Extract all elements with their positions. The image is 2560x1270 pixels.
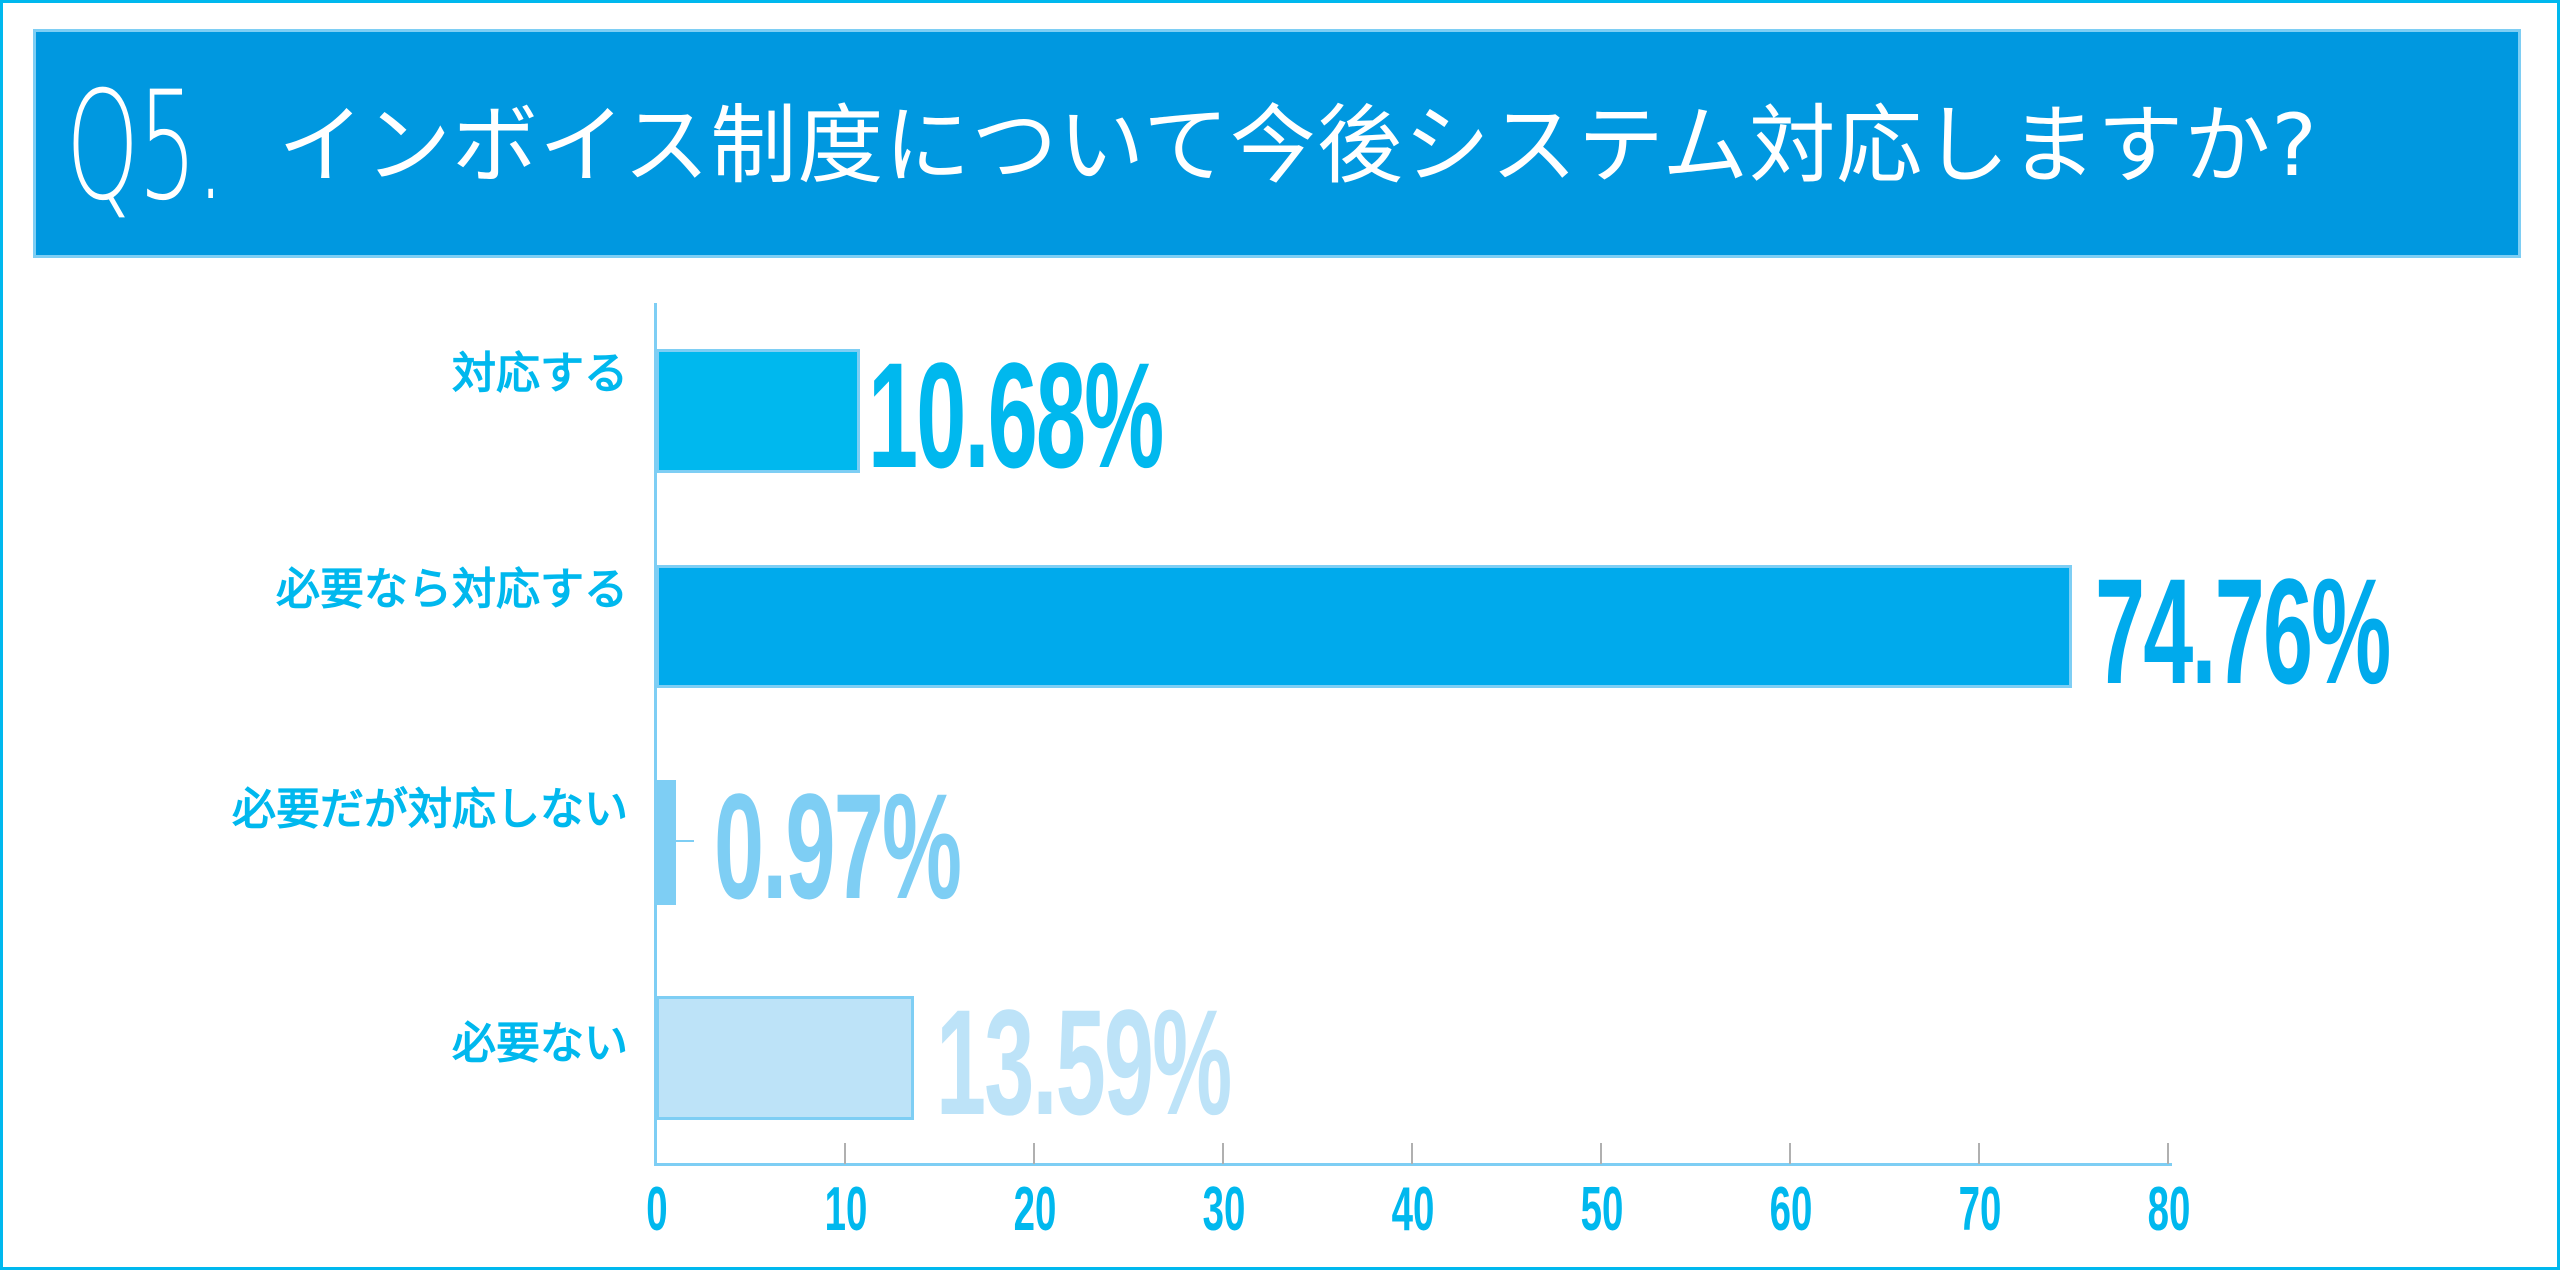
category-label-hitsuyou-daga: 必要だが対応しない: [232, 784, 628, 835]
x-tick-80: [2167, 1143, 2169, 1164]
x-tick-10: [844, 1143, 846, 1164]
x-axis-line: [654, 1163, 2172, 1166]
x-tick-label: 60: [1769, 1175, 1813, 1244]
x-tick-60: [1789, 1143, 1791, 1164]
value-label-taiou-suru: 10.68%: [868, 331, 1164, 499]
category-label-hitsuyou-nara: 必要なら対応する: [276, 564, 628, 615]
title-banner: [33, 29, 2521, 258]
x-tick-label: 10: [824, 1175, 868, 1244]
x-tick-label: 20: [1013, 1175, 1057, 1244]
question-number: Q5.: [66, 60, 225, 234]
value-label-hitsuyou-nara: 74.76%: [2095, 547, 2391, 715]
bar-hitsuyou-nara: [656, 565, 2072, 688]
x-tick-50: [1600, 1143, 1602, 1164]
x-tick-label: 80: [2147, 1175, 2191, 1244]
category-label-taiou-suru: 対応する: [452, 348, 628, 399]
chart-title: インボイス制度について今後システム対応しますか?: [278, 96, 2318, 196]
x-tick-40: [1411, 1143, 1413, 1164]
x-tick-70: [1978, 1143, 1980, 1164]
bar-hitsuyou-daga: [656, 780, 676, 905]
x-tick-20: [1033, 1143, 1035, 1164]
x-tick-label: 70: [1958, 1175, 2002, 1244]
value-label-hitsuyou-nai: 13.59%: [936, 978, 1232, 1146]
value-leader-line: [676, 840, 694, 842]
x-tick-label: 40: [1391, 1175, 1435, 1244]
y-axis-line: [654, 303, 657, 1166]
x-tick-label: 30: [1202, 1175, 1246, 1244]
x-tick-label: 50: [1580, 1175, 1624, 1244]
x-tick-30: [1222, 1143, 1224, 1164]
bar-taiou-suru: [656, 349, 860, 473]
bar-hitsuyou-nai: [656, 996, 914, 1120]
value-label-hitsuyou-daga: 0.97%: [714, 762, 962, 930]
x-tick-label: 0: [646, 1175, 668, 1244]
category-label-hitsuyou-nai: 必要ない: [452, 1018, 628, 1069]
